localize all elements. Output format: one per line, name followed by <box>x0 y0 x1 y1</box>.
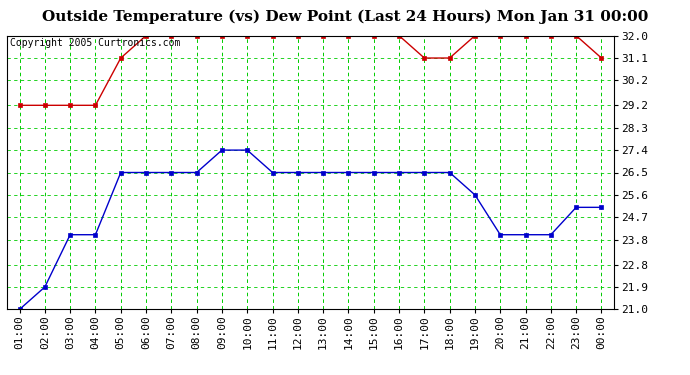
Text: Copyright 2005 Curtronics.com: Copyright 2005 Curtronics.com <box>10 38 180 48</box>
Text: Outside Temperature (vs) Dew Point (Last 24 Hours) Mon Jan 31 00:00: Outside Temperature (vs) Dew Point (Last… <box>42 10 648 24</box>
